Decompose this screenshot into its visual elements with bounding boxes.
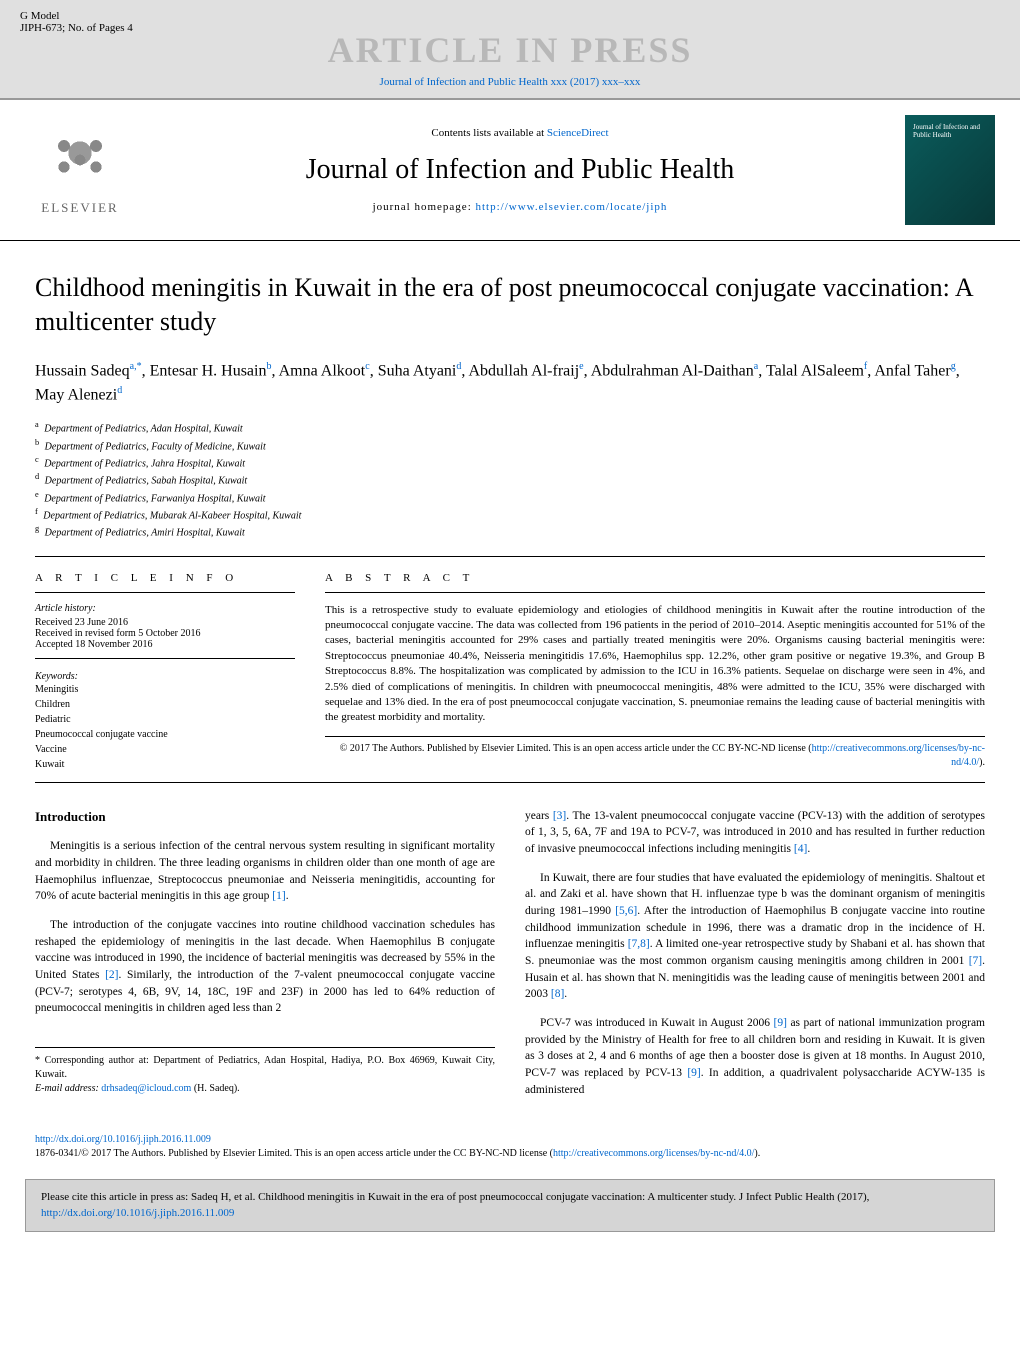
sciencedirect-link[interactable]: ScienceDirect — [547, 127, 609, 139]
keywords-list: MeningitisChildrenPediatricPneumococcal … — [35, 682, 295, 772]
ref-link[interactable]: [3] — [553, 810, 566, 822]
divider — [35, 556, 985, 557]
model-label: G Model — [20, 10, 133, 22]
body-columns: Introduction Meningitis is a serious inf… — [35, 808, 985, 1111]
elsevier-logo: ELSEVIER — [25, 115, 135, 225]
article-info-panel: A R T I C L E I N F O Article history: R… — [35, 572, 295, 772]
model-ref: JIPH-673; No. of Pages 4 — [20, 22, 133, 34]
paragraph: Meningitis is a serious infection of the… — [35, 838, 495, 905]
column-right: years [3]. The 13-valent pneumococcal co… — [525, 808, 985, 1111]
article-title: Childhood meningitis in Kuwait in the er… — [35, 271, 985, 339]
journal-title: Journal of Infection and Public Health — [135, 154, 905, 186]
history-label: Article history: — [35, 603, 295, 614]
footer-doi: http://dx.doi.org/10.1016/j.jiph.2016.11… — [0, 1125, 1020, 1169]
article-in-press-banner: ARTICLE IN PRESS — [20, 29, 1000, 71]
doi-link[interactable]: http://dx.doi.org/10.1016/j.jiph.2016.11… — [35, 1134, 211, 1145]
contents-line: Contents lists available at ScienceDirec… — [135, 127, 905, 139]
ref-link[interactable]: [1] — [272, 890, 285, 902]
model-header: G Model JIPH-673; No. of Pages 4 ARTICLE… — [0, 0, 1020, 100]
keywords-label: Keywords: — [35, 671, 295, 682]
paragraph: years [3]. The 13-valent pneumococcal co… — [525, 808, 985, 858]
abstract-panel: A B S T R A C T This is a retrospective … — [325, 572, 985, 772]
journal-cover-thumbnail: Journal of Infection and Public Health — [905, 115, 995, 225]
ref-link[interactable]: [9] — [774, 1017, 787, 1029]
received-date: Received 23 June 2016 — [35, 617, 295, 628]
article-info-heading: A R T I C L E I N F O — [35, 572, 295, 593]
affiliations: a Department of Pediatrics, Adan Hospita… — [35, 419, 985, 540]
ref-link[interactable]: [5,6] — [615, 905, 637, 917]
abstract-text: This is a retrospective study to evaluat… — [325, 603, 985, 737]
intro-heading: Introduction — [35, 808, 495, 827]
ref-link[interactable]: [8] — [551, 988, 564, 1000]
divider — [35, 782, 985, 783]
paragraph: In Kuwait, there are four studies that h… — [525, 870, 985, 1003]
footer-license-link[interactable]: http://creativecommons.org/licenses/by-n… — [553, 1148, 754, 1159]
ref-link[interactable]: [9] — [687, 1067, 700, 1079]
email-link[interactable]: drhsadeq@icloud.com — [101, 1083, 191, 1094]
column-left: Introduction Meningitis is a serious inf… — [35, 808, 495, 1111]
ref-link[interactable]: [7,8] — [628, 938, 650, 950]
citation-box: Please cite this article in press as: Sa… — [25, 1179, 995, 1232]
elsevier-text: ELSEVIER — [41, 200, 118, 216]
citation-doi-link[interactable]: http://dx.doi.org/10.1016/j.jiph.2016.11… — [41, 1207, 234, 1219]
license-link[interactable]: http://creativecommons.org/licenses/by-n… — [812, 743, 985, 768]
elsevier-tree-icon — [40, 125, 120, 195]
abstract-heading: A B S T R A C T — [325, 572, 985, 593]
paragraph: PCV-7 was introduced in Kuwait in August… — [525, 1015, 985, 1098]
paragraph: The introduction of the conjugate vaccin… — [35, 917, 495, 1017]
copyright-text: © 2017 The Authors. Published by Elsevie… — [325, 742, 985, 770]
journal-banner: ELSEVIER Contents lists available at Sci… — [0, 100, 1020, 241]
authors-list: Hussain Sadeqa,*, Entesar H. Husainb, Am… — [35, 359, 985, 408]
ref-link[interactable]: [4] — [794, 843, 807, 855]
corresponding-author: * Corresponding author at: Department of… — [35, 1047, 495, 1096]
homepage-link[interactable]: http://www.elsevier.com/locate/jiph — [476, 201, 668, 213]
journal-homepage: journal homepage: http://www.elsevier.co… — [135, 201, 905, 213]
ref-link[interactable]: [2] — [105, 969, 118, 981]
accepted-date: Accepted 18 November 2016 — [35, 639, 295, 650]
revised-date: Received in revised form 5 October 2016 — [35, 628, 295, 639]
ref-link[interactable]: [7] — [969, 955, 982, 967]
journal-issue-link[interactable]: Journal of Infection and Public Health x… — [20, 76, 1000, 88]
